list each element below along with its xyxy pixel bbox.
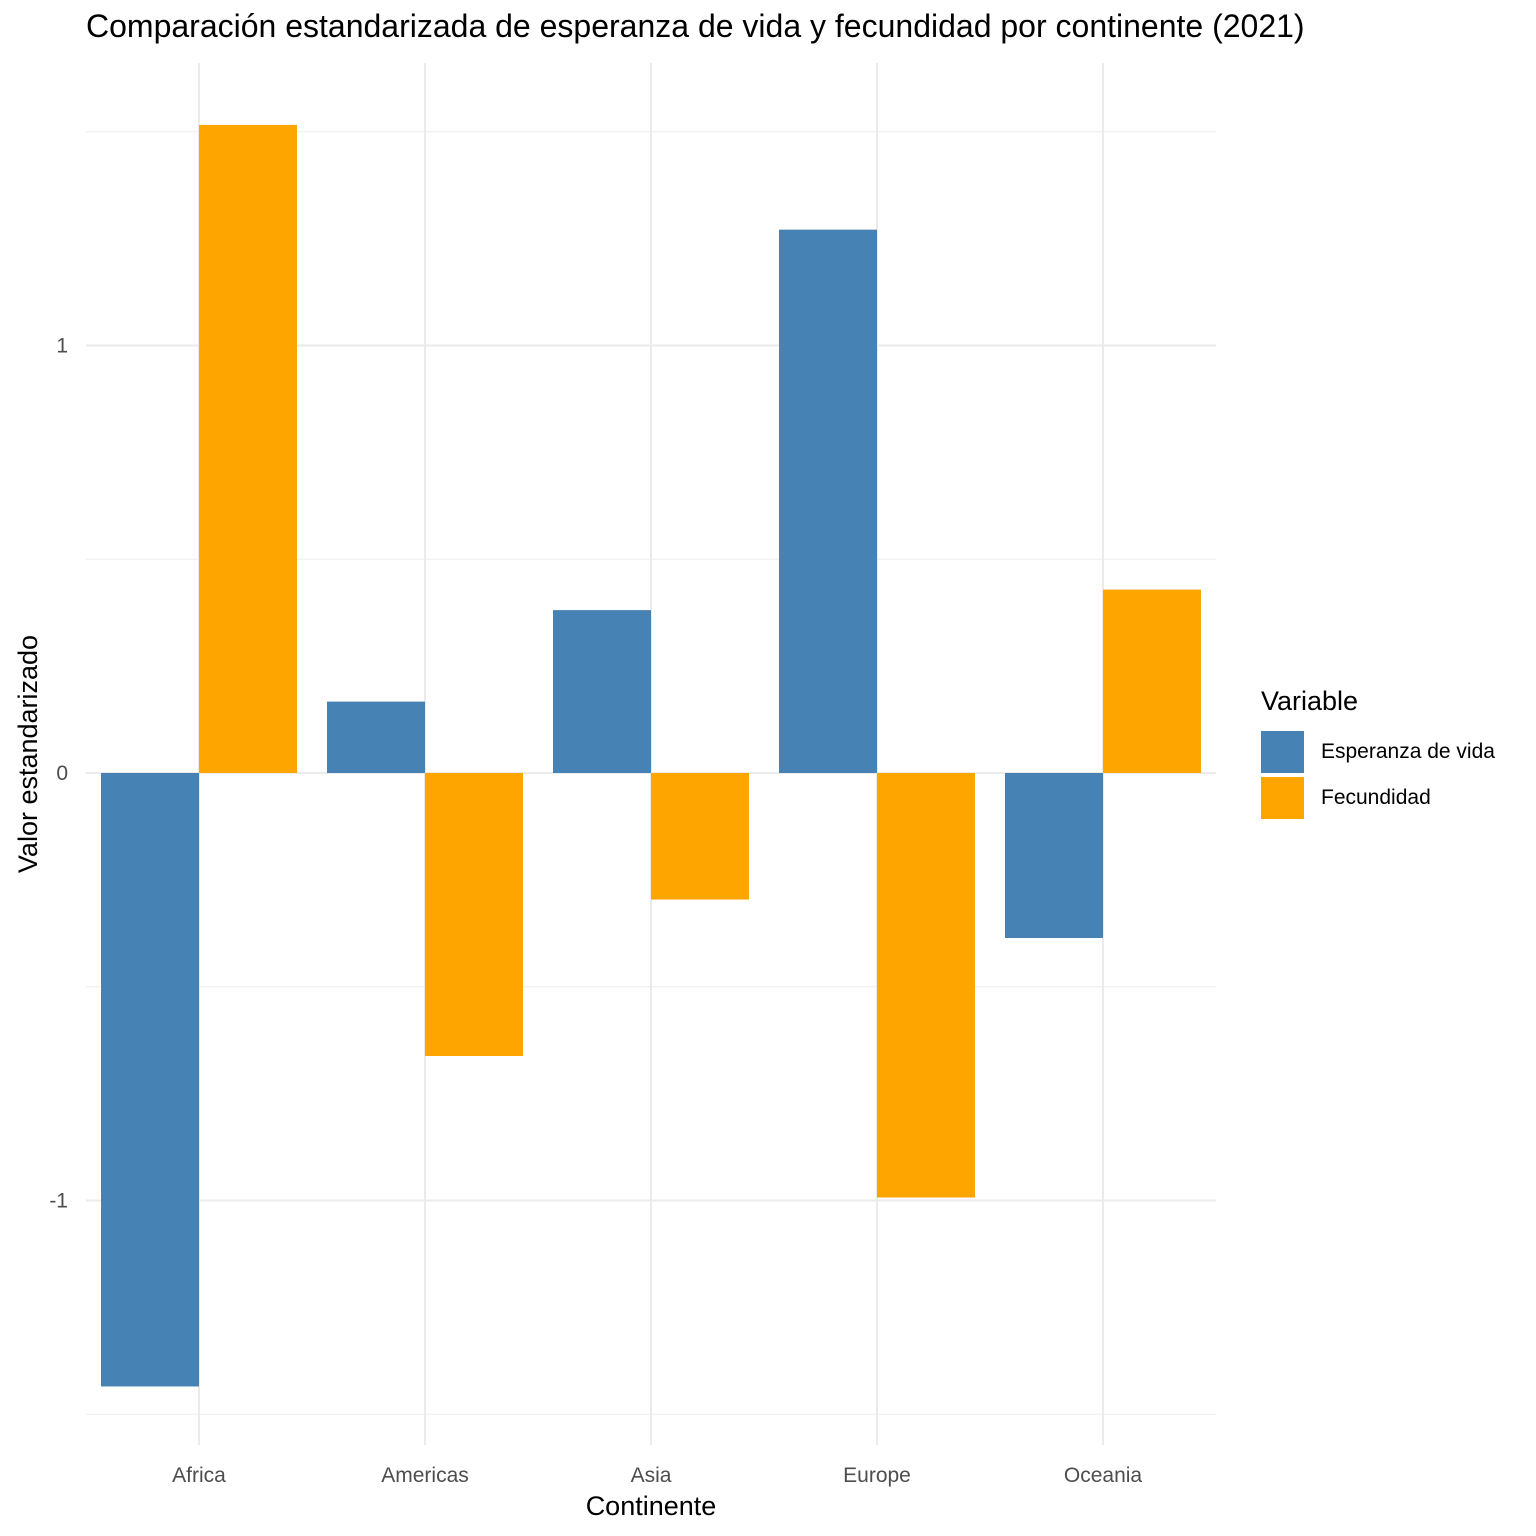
y-tick-label: 0: [56, 762, 68, 785]
y-tick-label: -1: [49, 1190, 68, 1213]
x-axis-title: Continente: [586, 1491, 717, 1521]
bar-fecundidad-asia: [651, 773, 749, 900]
legend-title: Variable: [1261, 686, 1359, 716]
bar-esperanza-oceania: [1005, 773, 1103, 939]
bar-esperanza-africa: [101, 773, 199, 1387]
x-tick-label: Asia: [631, 1464, 672, 1487]
legend-item-fecundidad: Fecundidad: [1261, 777, 1495, 819]
bar-esperanza-europe: [779, 229, 877, 773]
bar-esperanza-americas: [327, 701, 425, 773]
y-axis-title: Valor estandarizado: [13, 635, 43, 873]
bar-fecundidad-africa: [199, 124, 297, 773]
legend-label-esperanza: Esperanza de vida: [1321, 740, 1495, 763]
legend-key-esperanza: [1261, 731, 1304, 773]
legend-item-esperanza: Esperanza de vida: [1261, 731, 1495, 773]
chart-title: Comparación estandarizada de esperanza d…: [86, 8, 1305, 44]
x-tick-label: Americas: [381, 1464, 469, 1487]
legend-key-fecundidad: [1261, 777, 1304, 819]
x-tick-label: Europe: [843, 1464, 911, 1487]
legend-label-fecundidad: Fecundidad: [1321, 786, 1431, 809]
bar-fecundidad-europe: [877, 773, 975, 1198]
bar-esperanza-asia: [553, 610, 651, 773]
bar-fecundidad-americas: [425, 773, 523, 1057]
bar-fecundidad-oceania: [1103, 589, 1201, 773]
legend: Variable Esperanza de vida Fecundidad: [1261, 686, 1495, 823]
x-tick-label: Africa: [172, 1464, 226, 1487]
x-tick-label: Oceania: [1064, 1464, 1143, 1487]
y-tick-label: 1: [56, 335, 68, 358]
